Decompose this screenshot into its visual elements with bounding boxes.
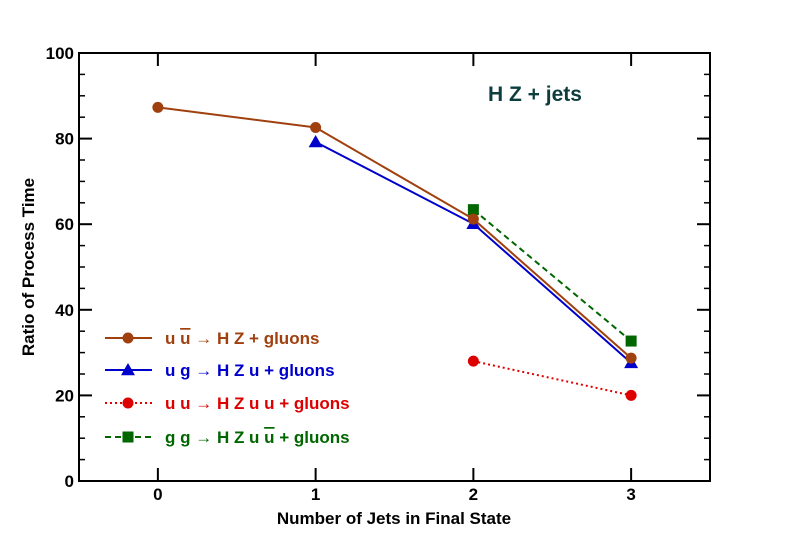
y-tick-label: 0 <box>65 472 74 491</box>
data-point <box>467 213 479 225</box>
legend-marker <box>122 332 134 344</box>
series-1 <box>308 135 639 369</box>
data-point <box>310 121 322 133</box>
x-tick-label: 1 <box>311 485 320 504</box>
data-point <box>152 101 164 113</box>
legend-label-part: u <box>264 428 274 447</box>
series-2 <box>467 355 637 401</box>
series-line <box>157 106 632 359</box>
legend-label-part: u g → H Z u + gluons <box>165 361 335 380</box>
legend-label: u u → H Z u u + gluons <box>165 394 350 413</box>
data-point <box>625 389 637 401</box>
legend-marker <box>122 397 134 409</box>
legend-marker <box>122 431 134 443</box>
y-axis-label: Ratio of Process Time <box>19 178 38 356</box>
y-tick-label: 80 <box>55 130 74 149</box>
y-tick-label: 20 <box>55 386 74 405</box>
plot-frame <box>78 52 711 482</box>
legend-label-part: u <box>165 329 180 348</box>
x-axis-label: Number of Jets in Final State <box>277 509 511 528</box>
legend-label-part: u u → H Z u u + gluons <box>165 394 350 413</box>
series-line <box>472 208 632 342</box>
x-tick-label: 3 <box>626 485 635 504</box>
series-3 <box>467 204 637 347</box>
legend-marker <box>121 363 135 376</box>
x-tick-label: 0 <box>153 485 162 504</box>
legend-label: u g → H Z u + gluons <box>165 361 335 380</box>
legend-label-part: g g → H Z u <box>165 428 264 447</box>
data-point <box>625 335 637 347</box>
y-tick-label: 60 <box>55 215 74 234</box>
y-tick-label: 100 <box>46 44 74 63</box>
legend-label-part: + gluons <box>275 428 350 447</box>
data-point <box>467 355 479 367</box>
y-tick-label: 40 <box>55 301 74 320</box>
data-point <box>308 135 323 148</box>
legend-label: u u → H Z + gluons <box>165 329 319 348</box>
legend-entry: u g → H Z u + gluons <box>105 361 335 380</box>
x-tick-label: 2 <box>469 485 478 504</box>
series-line <box>473 360 632 397</box>
chart-annotation: H Z + jets <box>488 83 582 106</box>
ticks: 0 1 2 3 0 20 40 60 80 100 <box>46 44 710 504</box>
legend-label-part: u <box>180 329 190 348</box>
data-point <box>467 204 479 216</box>
data-point <box>625 352 637 364</box>
series-0 <box>152 101 637 364</box>
legend-label: g g → H Z u u + gluons <box>165 428 350 447</box>
legend-label-part: → H Z + gluons <box>191 329 320 348</box>
series-layer <box>152 101 639 401</box>
legend-entry: u u → H Z + gluons <box>105 329 319 348</box>
legend: u u → H Z + gluons u g → H Z u + gluons u … <box>105 329 350 447</box>
legend-entry: u u → H Z u u + gluons <box>105 394 350 413</box>
series-line <box>315 141 632 364</box>
legend-entry: g g → H Z u u + gluons <box>105 428 350 447</box>
